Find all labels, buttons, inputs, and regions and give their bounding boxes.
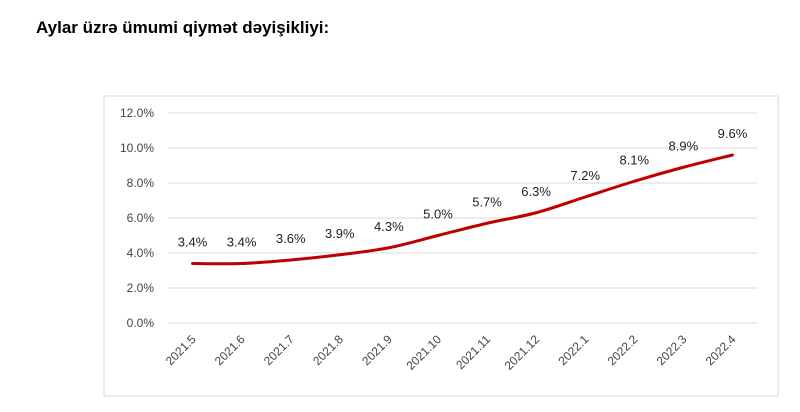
data-label: 3.4% <box>227 235 257 250</box>
data-label: 5.7% <box>472 194 502 209</box>
page-title: Aylar üzrə ümumi qiymət dəyişikliyi: <box>36 18 330 37</box>
series-line <box>191 153 734 266</box>
data-label: 5.0% <box>423 207 453 222</box>
y-tick-label: 2.0% <box>127 281 155 295</box>
data-label: 6.3% <box>521 184 551 199</box>
chart-frame <box>103 95 779 397</box>
data-label: 8.9% <box>669 138 699 153</box>
data-label: 3.4% <box>178 235 208 250</box>
y-tick-label: 0.0% <box>127 316 155 330</box>
data-label: 3.6% <box>276 231 306 246</box>
data-label: 3.9% <box>325 226 355 241</box>
data-label: 7.2% <box>570 168 600 183</box>
data-label: 8.1% <box>619 152 649 167</box>
y-tick-label: 6.0% <box>127 211 155 225</box>
y-tick-label: 10.0% <box>120 141 154 155</box>
y-tick-label: 12.0% <box>120 106 154 120</box>
data-label: 4.3% <box>374 219 404 234</box>
y-tick-label: 8.0% <box>127 176 155 190</box>
data-label: 9.6% <box>718 126 748 141</box>
y-tick-label: 4.0% <box>127 246 155 260</box>
